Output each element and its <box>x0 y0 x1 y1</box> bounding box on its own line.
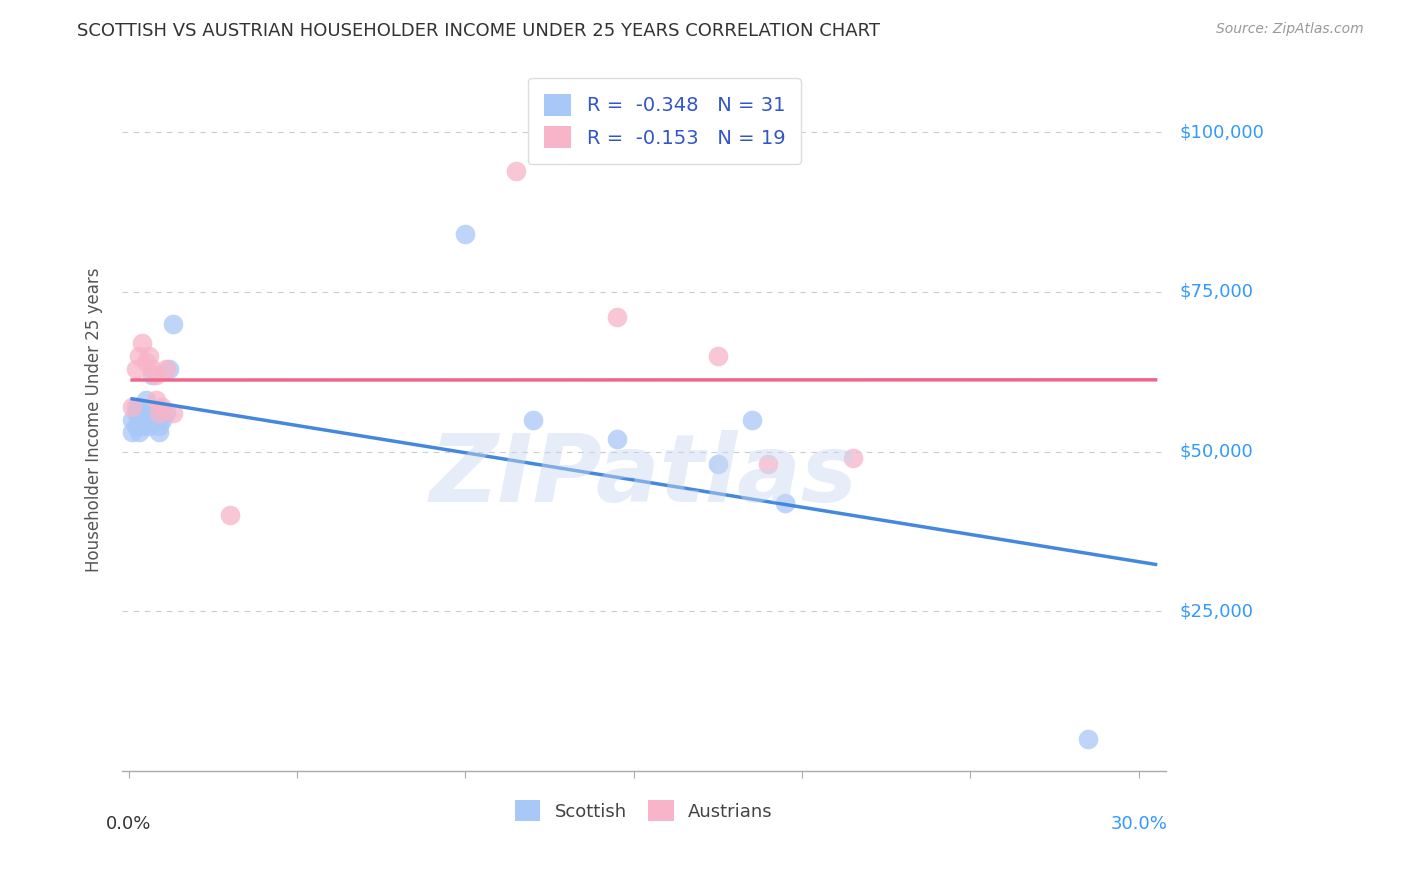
Point <box>138 349 160 363</box>
Text: $25,000: $25,000 <box>1180 602 1254 620</box>
Point <box>135 393 157 408</box>
Text: 30.0%: 30.0% <box>1111 815 1167 833</box>
Point <box>124 419 146 434</box>
Point <box>145 368 167 382</box>
Point <box>155 406 177 420</box>
Point <box>758 458 780 472</box>
Point <box>606 432 628 446</box>
Point <box>131 336 153 351</box>
Point <box>218 508 240 523</box>
Point <box>162 406 184 420</box>
Text: SCOTTISH VS AUSTRIAN HOUSEHOLDER INCOME UNDER 25 YEARS CORRELATION CHART: SCOTTISH VS AUSTRIAN HOUSEHOLDER INCOME … <box>77 22 880 40</box>
Text: $100,000: $100,000 <box>1180 123 1264 141</box>
Point <box>128 400 150 414</box>
Point <box>148 406 170 420</box>
Point <box>141 412 163 426</box>
Point <box>135 355 157 369</box>
Point <box>152 400 174 414</box>
Point <box>1077 731 1099 746</box>
Point <box>128 412 150 426</box>
Point <box>131 419 153 434</box>
Point <box>157 361 180 376</box>
Point <box>152 412 174 426</box>
Point <box>522 412 544 426</box>
Point <box>128 349 150 363</box>
Point <box>741 412 763 426</box>
Legend: Scottish, Austrians: Scottish, Austrians <box>508 793 780 829</box>
Point <box>162 317 184 331</box>
Point <box>505 163 527 178</box>
Point <box>155 361 177 376</box>
Point <box>707 349 730 363</box>
Y-axis label: Householder Income Under 25 years: Householder Income Under 25 years <box>86 268 103 572</box>
Point <box>707 458 730 472</box>
Point <box>131 406 153 420</box>
Text: $75,000: $75,000 <box>1180 283 1254 301</box>
Point <box>121 400 143 414</box>
Point <box>606 310 628 325</box>
Point <box>138 419 160 434</box>
Point <box>124 400 146 414</box>
Point <box>148 419 170 434</box>
Point <box>145 406 167 420</box>
Point <box>135 406 157 420</box>
Point <box>141 368 163 382</box>
Text: Source: ZipAtlas.com: Source: ZipAtlas.com <box>1216 22 1364 37</box>
Point <box>148 425 170 440</box>
Point <box>121 425 143 440</box>
Point <box>138 406 160 420</box>
Text: $50,000: $50,000 <box>1180 442 1253 460</box>
Point <box>145 393 167 408</box>
Text: 0.0%: 0.0% <box>105 815 152 833</box>
Point <box>841 450 863 465</box>
Point <box>124 361 146 376</box>
Point <box>454 227 477 242</box>
Point <box>141 361 163 376</box>
Point <box>121 412 143 426</box>
Text: ZIPatlas: ZIPatlas <box>430 430 858 522</box>
Point <box>135 412 157 426</box>
Point <box>128 425 150 440</box>
Point <box>124 406 146 420</box>
Point <box>775 495 797 509</box>
